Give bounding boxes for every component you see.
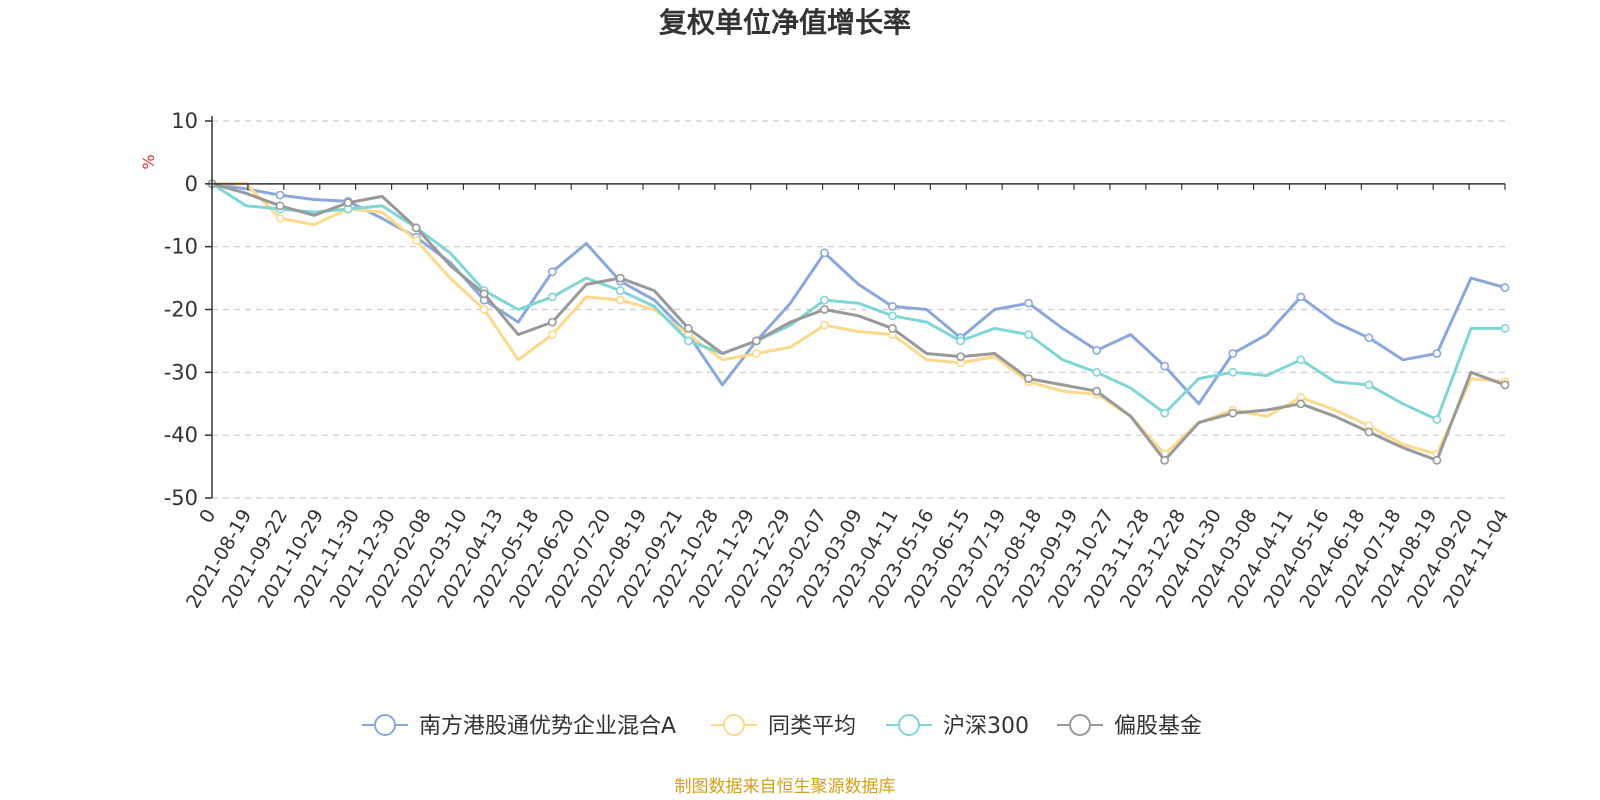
series-point: [615, 286, 625, 295]
series-point: [1092, 386, 1102, 396]
x-tick-label: 0: [195, 506, 220, 527]
y-tick-labels: 10 0 -10 -20 -30 -40 -50: [164, 109, 212, 510]
series-point: [615, 295, 625, 305]
legend-marker: [898, 714, 920, 736]
series-lines: [207, 179, 1510, 465]
series-point: [820, 320, 829, 330]
series-point: [1432, 455, 1442, 465]
legend-marker: [723, 714, 745, 736]
chart-title: 复权单位净值增长率: [659, 6, 911, 39]
legend-marker: [374, 714, 396, 736]
legend-marker: [1069, 714, 1091, 736]
series-point: [1364, 380, 1374, 390]
series-point: [1024, 330, 1033, 339]
series-point: [1296, 292, 1306, 302]
series-point: [411, 223, 421, 233]
series-point: [1364, 333, 1374, 343]
series-point: [615, 273, 625, 283]
series-point: [547, 330, 557, 339]
series-point: [547, 267, 557, 277]
legend-label: 偏股基金: [1114, 714, 1202, 739]
y-tick-label: -50: [164, 486, 198, 510]
grid-lines: [212, 120, 1505, 499]
series-point: [888, 323, 897, 333]
series-line: [211, 182, 1506, 462]
series-point: [1500, 283, 1510, 292]
series-point: [1228, 367, 1238, 377]
y-tick-label: 0: [185, 172, 198, 196]
series-point: [1364, 427, 1374, 437]
series-point: [1024, 374, 1033, 383]
y-tick-label: -10: [164, 235, 198, 259]
series-point: [479, 289, 489, 299]
series-point: [1296, 399, 1306, 409]
y-tick-label: -30: [164, 360, 198, 384]
series-point: [1432, 415, 1442, 424]
series-point: [820, 248, 829, 258]
series-point: [1432, 349, 1442, 358]
series-point: [684, 336, 693, 346]
series-point: [479, 305, 489, 314]
series-point: [956, 336, 965, 346]
y-tick-label: -20: [164, 298, 198, 322]
series-point: [888, 311, 897, 321]
y-tick-label: -40: [164, 423, 198, 447]
series-point: [820, 305, 829, 314]
series-point: [752, 336, 761, 346]
series-point: [956, 352, 965, 361]
series-point: [1500, 380, 1510, 390]
series-point: [1228, 408, 1238, 418]
series-line: [212, 182, 1506, 456]
series-point: [1024, 298, 1033, 308]
legend: 南方港股通优势企业混合A 同类平均 沪深300 偏股基金: [362, 714, 1202, 739]
legend-label: 沪深300: [943, 714, 1029, 739]
series-point: [1228, 349, 1238, 358]
series-point: [411, 235, 421, 245]
legend-label: 南方港股通优势企业混合A: [419, 714, 676, 739]
y-axis-unit: %: [139, 154, 158, 169]
series-point: [275, 213, 285, 223]
series-point: [888, 301, 897, 311]
series-point: [547, 292, 557, 302]
series-line: [211, 182, 1506, 406]
axes: [211, 116, 1506, 498]
data-source-note: 制图数据来自恒生聚源数据库: [675, 777, 896, 797]
series-point: [1160, 408, 1170, 418]
series-point: [1296, 355, 1306, 365]
series-point: [1092, 367, 1102, 377]
series-point: [275, 190, 285, 200]
x-tick-labels: 02021-08-192021-09-222021-10-292021-11-3…: [182, 505, 1513, 612]
series-point: [343, 198, 353, 208]
series-point: [820, 295, 829, 305]
legend-label: 同类平均: [768, 714, 856, 739]
series-point: [1160, 455, 1170, 465]
y-tick-label: 10: [171, 109, 198, 133]
series-point: [752, 349, 761, 358]
series-point: [547, 317, 557, 327]
series-point: [684, 323, 693, 333]
series-point: [1160, 361, 1170, 371]
series-point: [1500, 323, 1510, 333]
series-line: [211, 182, 1505, 421]
series-point: [1092, 345, 1102, 355]
series-point: [275, 201, 285, 211]
